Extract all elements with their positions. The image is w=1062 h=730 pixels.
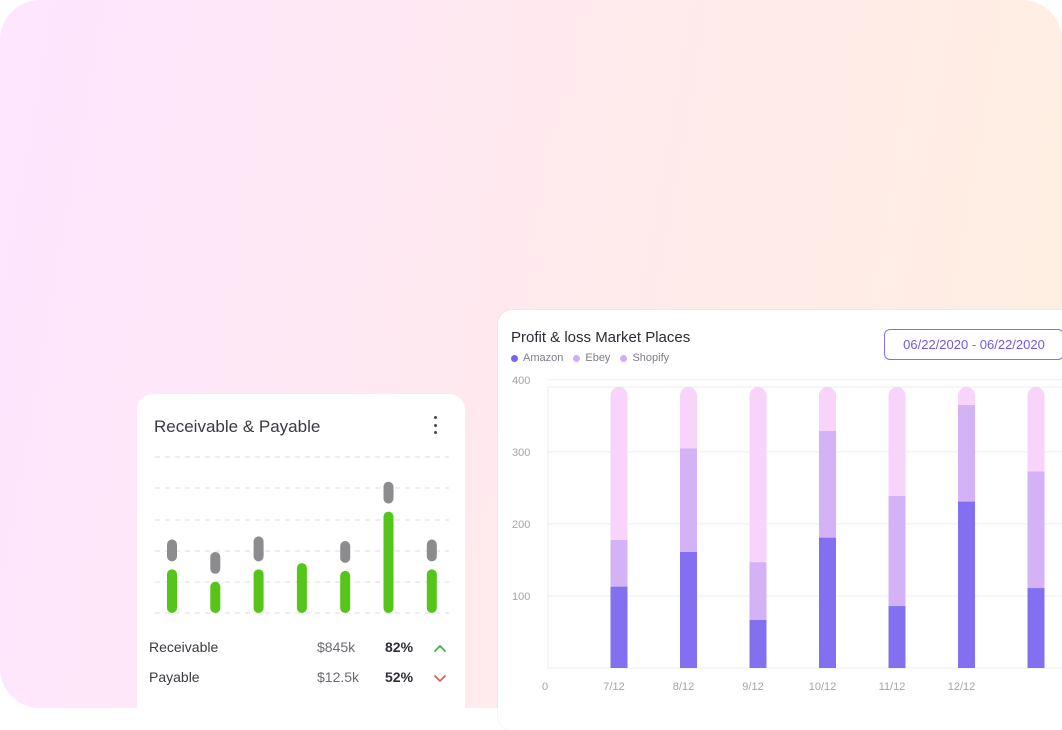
y-tick-label: 200	[512, 519, 530, 531]
bar-segment-ebey	[888, 495, 906, 607]
x-tick-label: 10/12	[809, 681, 837, 693]
bar-segment-amazon	[610, 586, 628, 668]
legend-item-ebey: Ebey	[573, 352, 610, 364]
receivable-percent: 82%	[385, 639, 414, 655]
x-tick-label: 9/12	[742, 681, 763, 693]
profit-loss-legend: Amazon Ebey Shopify	[511, 352, 669, 364]
payable-bar	[253, 536, 264, 562]
receivable-bar	[253, 569, 264, 613]
payable-bar	[426, 539, 437, 562]
receivable-payable-card: Receivable & Payable Receivable $845k 82…	[137, 394, 465, 724]
bar-segment-amazon	[958, 501, 975, 668]
bar-segment-ebey	[749, 562, 767, 620]
legend-item-amazon: Amazon	[511, 352, 563, 364]
receivable-amount: $845k	[317, 639, 356, 655]
receivable-bar	[340, 570, 351, 613]
bar-segment-amazon	[819, 537, 836, 668]
y-tick-label: 400	[512, 375, 530, 387]
bar-segment-shopify	[819, 387, 836, 431]
bar-segment-amazon	[1027, 588, 1045, 668]
x-tick-label: 8/12	[673, 681, 694, 693]
receivable-bar	[426, 569, 437, 613]
y-tick-label: 300	[512, 447, 530, 459]
bar-segment-shopify	[958, 387, 975, 406]
receivable-payable-chart	[155, 456, 449, 614]
kebab-dot	[433, 416, 437, 419]
payable-row: Payable $12.5k 52%	[149, 669, 449, 689]
legend-label-ebey: Ebey	[585, 352, 611, 364]
bar-segment-amazon	[888, 606, 906, 668]
x-origin-label: 0	[542, 681, 548, 693]
receivable-payable-title: Receivable & Payable	[154, 417, 321, 436]
x-tick-label: 7/12	[603, 681, 624, 693]
kebab-menu-icon[interactable]	[427, 414, 443, 436]
bar-segment-amazon	[680, 551, 697, 668]
bar-segment-amazon	[749, 619, 767, 668]
payable-bar	[383, 481, 394, 504]
date-range-picker[interactable]: 06/22/2020 - 06/22/2020	[884, 329, 1062, 360]
receivable-row: Receivable $845k 82%	[149, 639, 449, 659]
bar-segment-shopify	[610, 387, 628, 540]
x-tick-label: 11/12	[879, 681, 906, 693]
receivable-bar	[383, 511, 394, 613]
bar-segment-shopify	[1027, 387, 1045, 472]
bar-segment-shopify	[749, 387, 767, 563]
receivable-bar	[210, 581, 221, 613]
payable-amount: $12.5k	[317, 669, 360, 685]
kebab-dot	[433, 431, 437, 434]
receivable-label: Receivable	[149, 639, 219, 655]
bar-segment-ebey	[1027, 471, 1045, 589]
bar-segment-ebey	[610, 539, 628, 587]
x-tick-label: 12/12	[948, 681, 976, 693]
legend-item-shopify: Shopify	[620, 352, 669, 364]
bar-segment-ebey	[680, 448, 697, 552]
receivable-bar	[167, 569, 177, 613]
bar-segment-ebey	[958, 405, 975, 502]
payable-label: Payable	[149, 669, 200, 685]
legend-dot-ebey	[573, 354, 581, 362]
y-tick-label: 100	[512, 591, 530, 603]
bar-segment-shopify	[888, 387, 906, 496]
payable-bar	[340, 541, 351, 563]
profit-loss-title: Profit & loss Market Places	[511, 329, 691, 346]
legend-dot-shopify	[620, 354, 628, 362]
legend-label-amazon: Amazon	[523, 352, 564, 364]
legend-dot-amazon	[511, 354, 518, 362]
payable-bar	[167, 539, 177, 562]
bar-segment-ebey	[819, 430, 836, 538]
profit-loss-chart: 100 200 300 400 0 7/12 8/12 9/12 10/12 11/12 12/12	[512, 375, 1062, 693]
legend-label-shopify: Shopify	[632, 352, 670, 364]
bar-segment-shopify	[680, 387, 697, 449]
payable-bar	[210, 551, 221, 574]
payable-percent: 52%	[385, 669, 414, 685]
receivable-bar	[296, 563, 307, 613]
kebab-dot	[433, 423, 437, 427]
trend-down-icon	[434, 675, 446, 682]
profit-loss-card: Profit & loss Market Places Amazon Ebey …	[498, 310, 1062, 730]
trend-up-icon	[434, 645, 446, 652]
